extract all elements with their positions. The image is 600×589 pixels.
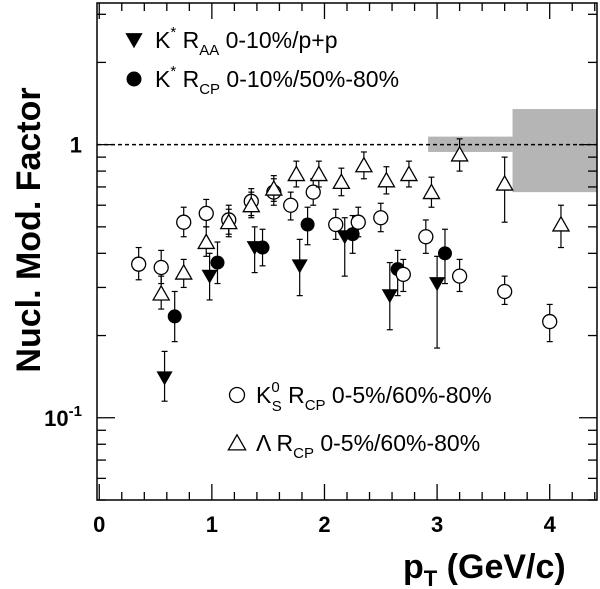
legend-top: K* RAA 0-10%/p+p K* RCP 0-10%/50%-80%	[125, 24, 399, 98]
data-point	[264, 179, 283, 196]
data-point	[332, 173, 351, 190]
data-point	[551, 215, 571, 232]
data-series	[131, 138, 571, 402]
legend-marker	[126, 71, 142, 87]
data-point	[373, 210, 389, 226]
systematic-bands	[428, 109, 597, 193]
y-axis-title: Nucl. Mod. Factor	[10, 87, 48, 372]
data-point	[354, 156, 374, 173]
series-1	[167, 206, 452, 343]
data-point	[345, 227, 360, 242]
legend-label: K0 S RCP 0-5%/60%-80%	[256, 379, 492, 415]
data-point	[422, 183, 441, 200]
data-point	[328, 216, 344, 233]
data-point	[152, 284, 171, 301]
legend-marker	[227, 433, 247, 451]
series-3	[152, 138, 571, 310]
legend-bottom: K0 S RCP 0-5%/60%-80% Λ RCP 0-5%/60%-80%	[227, 379, 492, 462]
data-point	[395, 266, 411, 283]
data-point	[350, 214, 366, 230]
data-point	[399, 165, 419, 182]
x-tick-label: 4	[544, 512, 557, 537]
data-point	[451, 268, 468, 284]
data-point	[198, 205, 214, 222]
series-0	[156, 217, 446, 402]
data-point	[174, 263, 193, 280]
data-point	[287, 165, 306, 182]
data-point	[210, 255, 225, 270]
data-point	[242, 196, 261, 213]
series-2	[131, 178, 558, 343]
legend-entry: K0 S RCP 0-5%/60%-80%	[228, 379, 492, 415]
legend-marker	[228, 386, 246, 404]
data-point	[450, 145, 469, 162]
data-point	[156, 371, 173, 386]
data-point	[291, 259, 308, 274]
x-tick-label: 0	[93, 512, 105, 537]
data-point	[300, 217, 315, 232]
y-tick-label: 10-1	[44, 403, 82, 431]
data-point	[153, 259, 169, 276]
legend-label: K* RCP 0-10%/50%-80%	[155, 63, 399, 98]
data-point	[309, 165, 329, 182]
data-point	[497, 283, 513, 300]
legend-entry: K* RCP 0-10%/50%-80%	[126, 63, 399, 98]
legend-label: K* RAA 0-10%/p+p	[155, 24, 337, 59]
data-point	[197, 233, 216, 250]
legend-marker	[125, 33, 143, 49]
data-point	[418, 229, 434, 245]
y-tick-label: 1	[70, 133, 82, 158]
data-point	[283, 197, 299, 213]
data-point	[305, 184, 321, 200]
data-point	[542, 313, 558, 330]
data-point	[131, 256, 147, 272]
data-point	[167, 309, 182, 324]
data-point	[255, 240, 270, 255]
x-tick-label: 3	[431, 512, 443, 537]
data-point	[377, 171, 396, 188]
y-axis: 1 10-1	[44, 13, 597, 501]
data-point	[381, 289, 398, 304]
systematic-band	[512, 109, 597, 193]
x-axis-title: pT (GeV/c)	[403, 548, 566, 589]
data-point	[176, 214, 192, 230]
data-point	[437, 246, 452, 261]
x-tick-label: 2	[318, 512, 330, 537]
data-point	[495, 174, 514, 191]
legend-label: Λ RCP 0-5%/60%-80%	[256, 430, 480, 462]
data-point	[201, 269, 218, 284]
data-point	[429, 277, 446, 292]
legend-entry: Λ RCP 0-5%/60%-80%	[227, 430, 480, 462]
legend-entry: K* RAA 0-10%/p+p	[125, 24, 337, 59]
x-tick-label: 1	[206, 512, 218, 537]
data-point	[219, 213, 238, 230]
x-axis: 0 1 2 3 4	[93, 3, 596, 537]
